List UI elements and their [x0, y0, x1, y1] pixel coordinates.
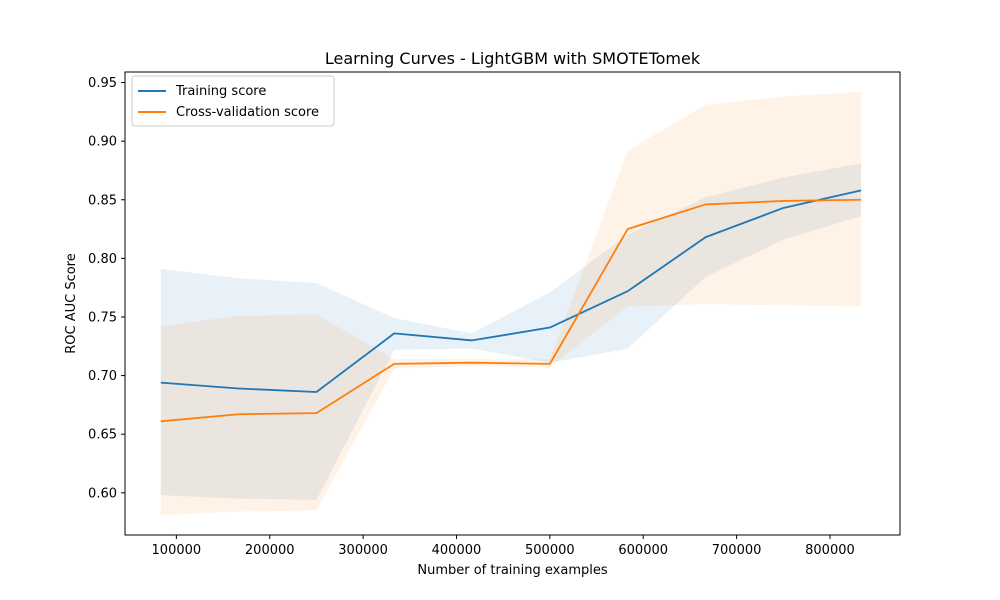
x-tick-label: 100000: [152, 543, 202, 558]
series-lines: [160, 189, 862, 423]
y-tick-label: 0.65: [88, 428, 117, 443]
band-training-score: [160, 163, 862, 500]
y-tick-label: 0.60: [88, 486, 117, 501]
y-tick-label: 0.90: [88, 135, 117, 150]
legend-box: [131, 75, 335, 127]
x-axis-label: Number of training examples: [417, 563, 607, 578]
plot-area-frame: [124, 71, 901, 536]
x-tick-label: 400000: [432, 543, 482, 558]
line-training-score: [160, 189, 862, 393]
x-tick-label: 300000: [338, 543, 388, 558]
x-axis-ticks: 100000 200000 300000 400000 500000 600000 7000…: [152, 535, 855, 558]
y-tick-label: 0.85: [88, 193, 117, 208]
x-tick-label: 200000: [245, 543, 295, 558]
y-axis-label: ROC AUC Score: [64, 253, 79, 354]
chart-title: Learning Curves - LightGBM with SMOTETom…: [325, 49, 701, 68]
legend-label-cross-validation: Cross-validation score: [176, 105, 319, 120]
confidence-bands: [160, 91, 862, 516]
line-cross-validation-score: [160, 198, 862, 423]
y-tick-label: 0.80: [88, 252, 117, 267]
y-tick-label: 0.75: [88, 310, 117, 325]
y-axis-ticks: 0.60 0.65 0.70 0.75 0.80 0.85 0.90 0.95: [88, 76, 125, 501]
y-tick-label: 0.70: [88, 369, 117, 384]
legend-label-training: Training score: [175, 84, 266, 99]
y-tick-label: 0.95: [88, 76, 117, 91]
band-cross-validation-score: [160, 91, 862, 516]
x-tick-label: 800000: [805, 543, 855, 558]
x-tick-label: 600000: [618, 543, 668, 558]
x-tick-label: 700000: [712, 543, 762, 558]
legend: Training score Cross-validation score: [131, 75, 335, 127]
x-tick-label: 500000: [525, 543, 575, 558]
